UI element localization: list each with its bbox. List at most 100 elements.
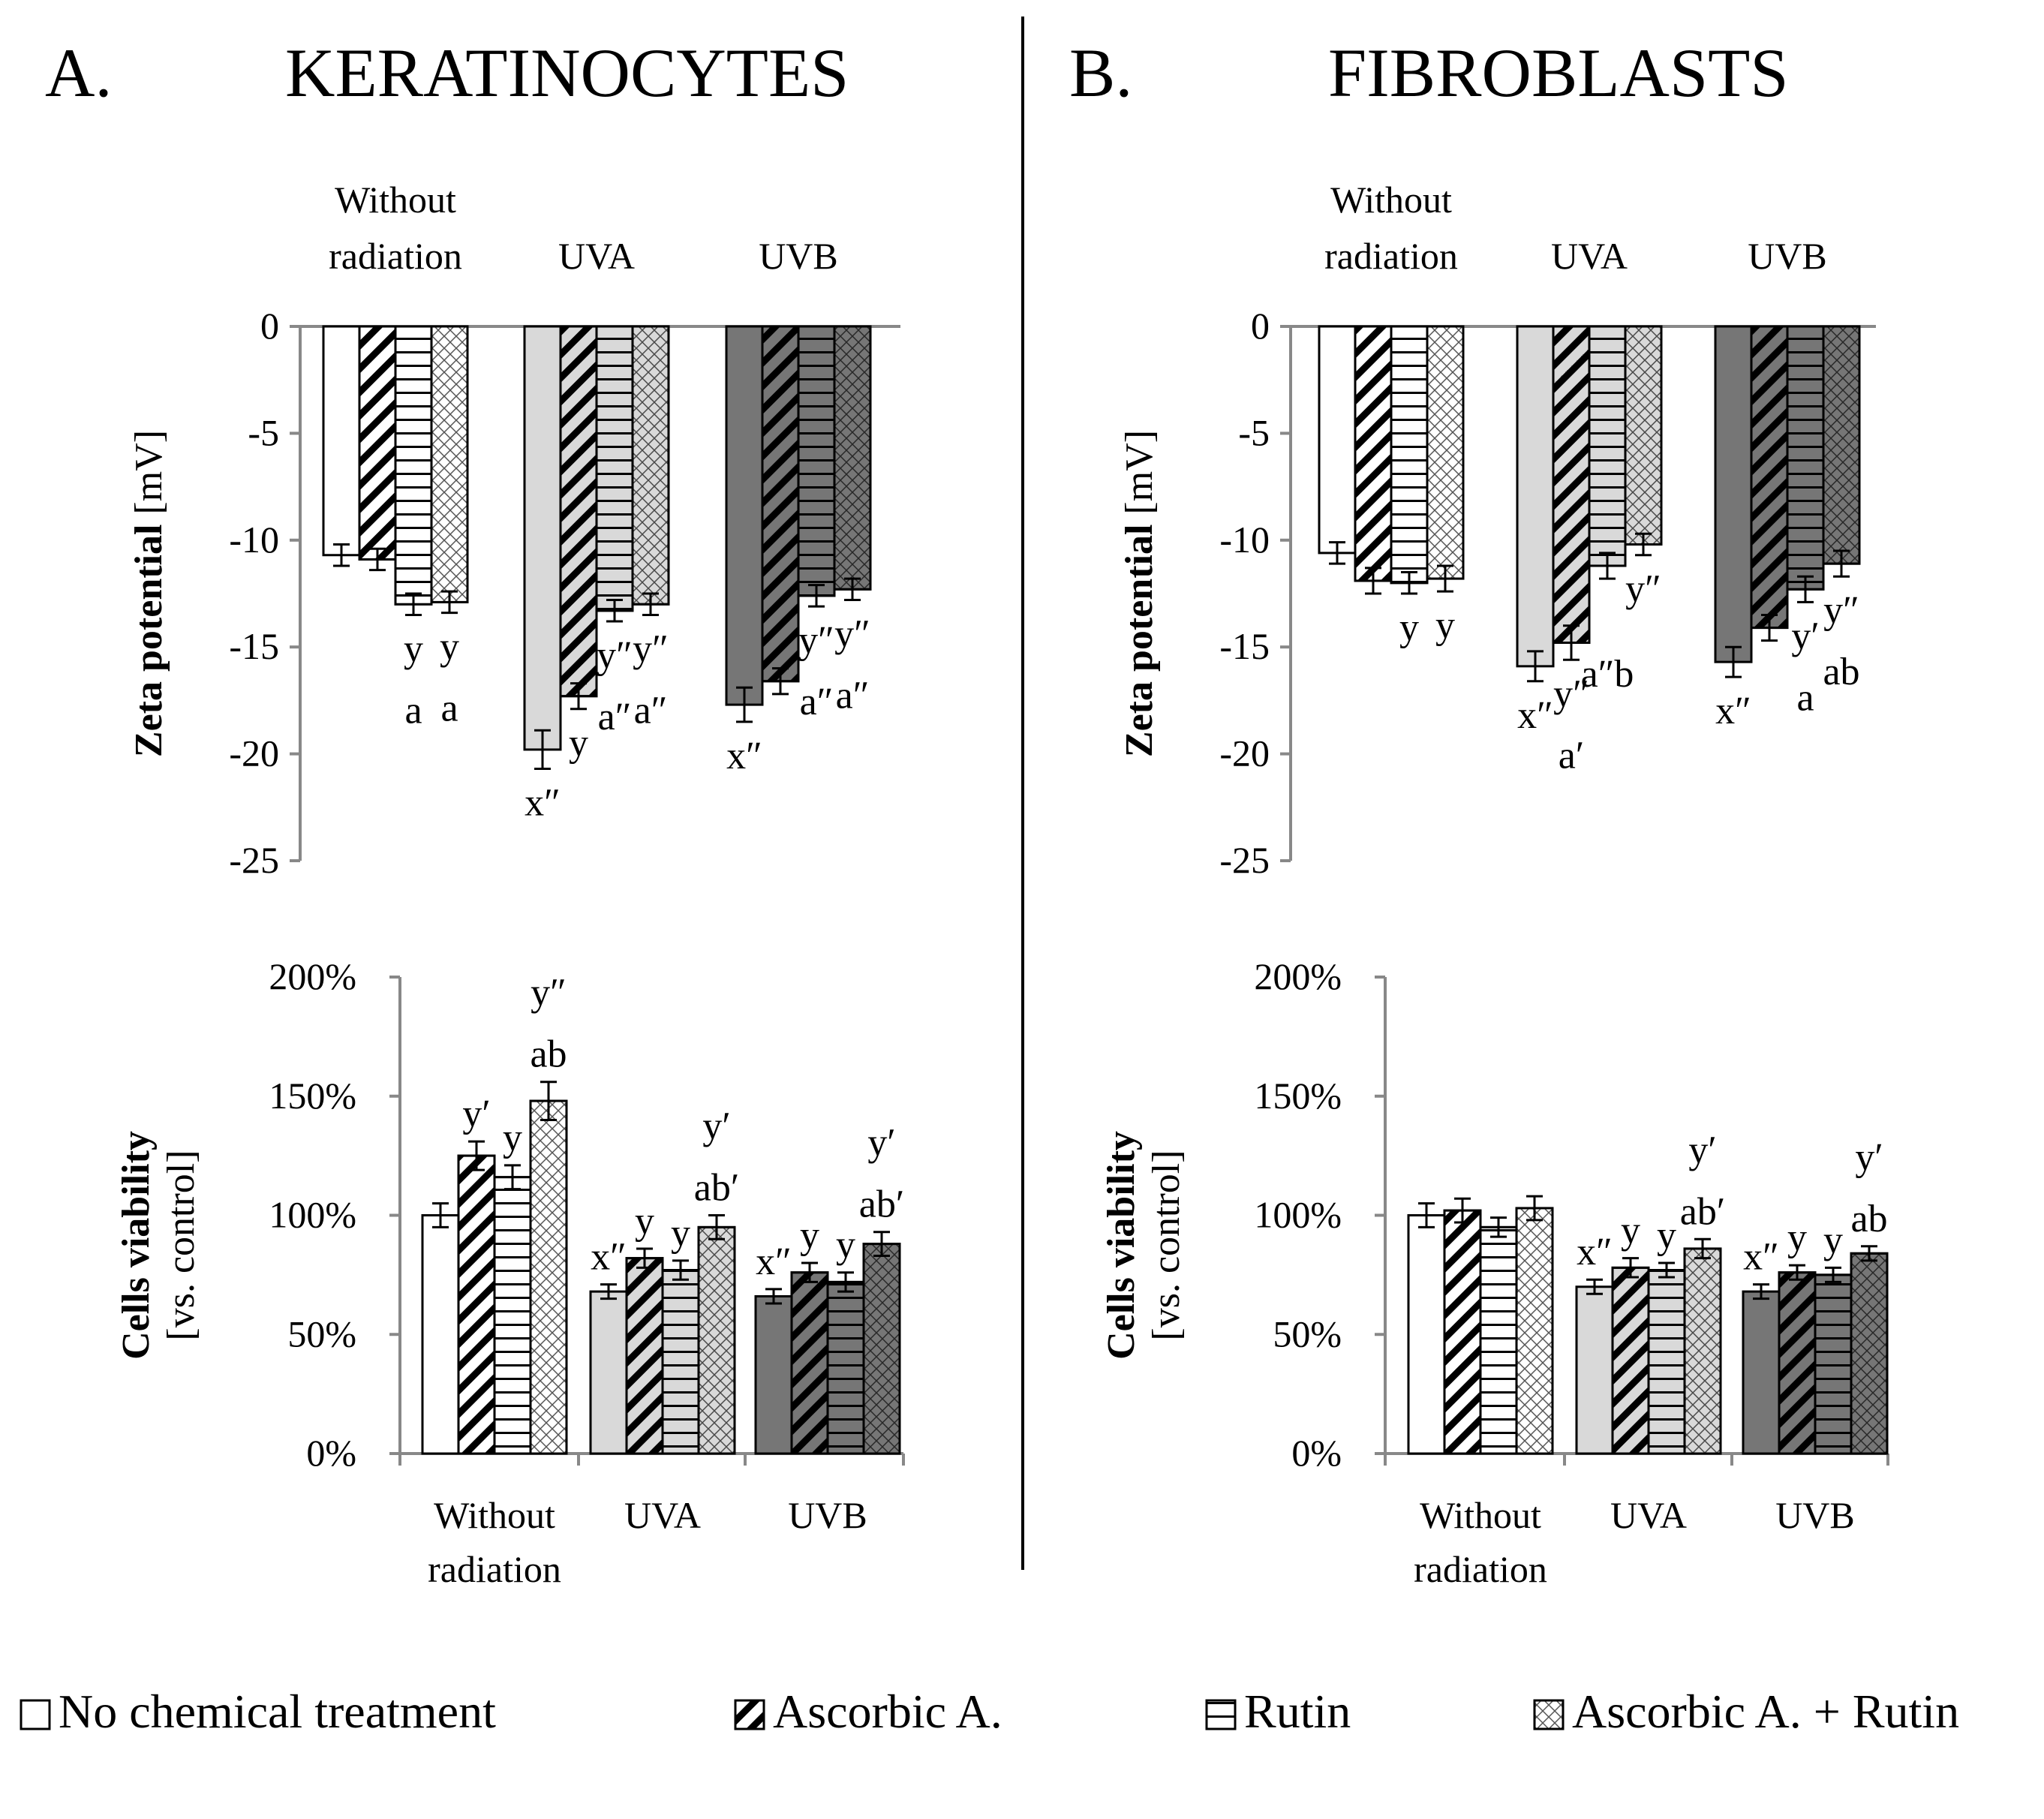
zeta-bar-0-2-pattern bbox=[1390, 325, 1429, 585]
viability-y-tick-label: 0% bbox=[306, 1432, 356, 1474]
zeta-annotation-sub-1-2: a″b bbox=[1581, 653, 1634, 696]
viability-annotation-2-2: y bbox=[1823, 1219, 1843, 1261]
zeta-annotation-0-2: y bbox=[1399, 606, 1419, 649]
viability-bar-1-0 bbox=[589, 1290, 628, 1455]
legend-label: Rutin bbox=[1244, 1685, 1351, 1738]
viability-group-label: UVB bbox=[1775, 1494, 1855, 1536]
viability-y-tick-label: 0% bbox=[1291, 1432, 1342, 1474]
viability-annotation-0-1: y′ bbox=[462, 1093, 490, 1135]
viability-bar-1-3-pattern bbox=[1683, 1247, 1722, 1455]
zeta-bar-2-3-pattern bbox=[833, 325, 872, 591]
zeta-y-tick-label: -20 bbox=[229, 732, 279, 774]
zeta-y-tick-label: -15 bbox=[229, 625, 279, 667]
zeta-bar-0-0 bbox=[1318, 325, 1357, 555]
zeta-group-label: Without bbox=[1330, 179, 1452, 221]
viability-annotation-sub-2-3: ab′ bbox=[859, 1183, 904, 1226]
zeta-group-label: Without bbox=[335, 179, 456, 221]
zeta-bar-2-0 bbox=[1714, 325, 1753, 663]
viability-group-label: radiation bbox=[1414, 1548, 1547, 1590]
viability-group-label: Without bbox=[1420, 1494, 1541, 1536]
viability-annotation-sub-1-3: ab′ bbox=[694, 1167, 739, 1210]
zeta-bar-2-2-pattern bbox=[797, 325, 836, 597]
viability-annotation-1-1: y bbox=[1621, 1210, 1640, 1252]
viability-group-label: UVA bbox=[1610, 1494, 1687, 1536]
viability-group-label: Without bbox=[434, 1494, 555, 1536]
viability-annotation-2-1: y bbox=[1787, 1216, 1807, 1259]
legend-label: Ascorbic A. + Rutin bbox=[1572, 1685, 1959, 1738]
viability-bar-2-3-pattern bbox=[862, 1243, 901, 1455]
viability-annotation-sub-0-3: ab bbox=[530, 1033, 567, 1076]
zeta-bar-0-3-pattern bbox=[430, 325, 469, 603]
zeta-group-label: UVA bbox=[558, 235, 635, 277]
viability-bar-2-3-pattern bbox=[1850, 1252, 1889, 1455]
viability-bar-1-2-pattern bbox=[661, 1269, 700, 1455]
zeta-bar-2-0 bbox=[725, 325, 764, 706]
viability-bar-2-0 bbox=[1742, 1290, 1781, 1455]
viability-annotation-2-1: y bbox=[800, 1214, 819, 1257]
zeta-annotation-sub-0-3: a bbox=[440, 687, 458, 730]
zeta-y-tick-label: -25 bbox=[229, 839, 279, 881]
viability-group-label: UVA bbox=[624, 1494, 701, 1536]
legend-item-none: No chemical treatment bbox=[20, 1685, 496, 1738]
viability-annotation-0-3: y″ bbox=[531, 972, 567, 1015]
zeta-bar-2-2-pattern bbox=[1786, 325, 1825, 591]
zeta-annotation-sub-2-3: ab bbox=[1823, 651, 1859, 693]
zeta-annotation-1-3: y″ bbox=[1625, 568, 1661, 611]
viability-annotation-2-2: y bbox=[836, 1224, 855, 1267]
viability-annotation-1-3: y′ bbox=[1688, 1129, 1716, 1171]
viability-annotation-2-0: x″ bbox=[1743, 1236, 1779, 1279]
zeta-y-tick-label: -5 bbox=[1238, 411, 1270, 453]
zeta-y-tick-label: -15 bbox=[1219, 625, 1270, 667]
zeta-chart-b: 0 -5 -10 -15 -20 -25 Zeta potential [mV] Withou… bbox=[1118, 179, 1876, 881]
zeta-annotation-1-0: x″ bbox=[525, 782, 561, 825]
zeta-group-label: UVB bbox=[1748, 235, 1827, 277]
viability-annotation-1-2: y bbox=[671, 1212, 690, 1255]
panel-b-letter: B. bbox=[1069, 35, 1132, 111]
legend-swatch bbox=[20, 1699, 51, 1730]
viability-bar-2-0 bbox=[754, 1294, 793, 1455]
zeta-annotation-1-0: x″ bbox=[1517, 694, 1553, 737]
viability-y-axis-label: Cells viability bbox=[115, 1131, 158, 1360]
legend-label: No chemical treatment bbox=[59, 1685, 496, 1738]
zeta-annotation-2-3: y″ bbox=[1823, 589, 1859, 632]
zeta-annotation-sub-2-2: a bbox=[1796, 676, 1814, 719]
zeta-annotation-1-1: y bbox=[569, 722, 588, 765]
viability-y-tick-label: 200% bbox=[269, 955, 356, 997]
zeta-group-label: radiation bbox=[329, 235, 462, 277]
zeta-annotation-2-2: y′ bbox=[1791, 615, 1819, 657]
zeta-annotation-1-1: y″ bbox=[1553, 672, 1589, 715]
zeta-annotation-sub-0-2: a bbox=[404, 689, 422, 732]
viability-bar-0-1-pattern bbox=[1443, 1209, 1482, 1455]
legend-label: Ascorbic A. bbox=[773, 1685, 1002, 1738]
zeta-group-label: UVB bbox=[759, 235, 838, 277]
zeta-annotation-0-3: y bbox=[1435, 604, 1455, 647]
panel-b-title: FIBROBLASTS bbox=[1328, 35, 1789, 111]
zeta-annotation-sub-2-2: a″ bbox=[800, 681, 834, 723]
viability-annotation-1-0: x″ bbox=[591, 1236, 627, 1279]
zeta-annotation-sub-1-2: a″ bbox=[598, 696, 632, 738]
viability-annotation-sub-2-3: ab bbox=[1850, 1198, 1887, 1240]
viability-bar-2-1-pattern bbox=[1778, 1271, 1817, 1455]
viability-y-axis-label: Cells viability bbox=[1100, 1131, 1143, 1360]
viability-annotation-2-3: y′ bbox=[1855, 1136, 1883, 1179]
viability-bar-0-2-pattern bbox=[493, 1176, 532, 1455]
viability-bar-0-0 bbox=[421, 1214, 460, 1455]
zeta-bar-0-2-pattern bbox=[394, 325, 433, 606]
viability-annotation-2-3: y′ bbox=[867, 1122, 895, 1165]
zeta-group-label: UVA bbox=[1551, 235, 1628, 277]
viability-bar-1-2-pattern bbox=[1647, 1269, 1686, 1455]
zeta-bar-1-1-pattern bbox=[559, 325, 598, 698]
viability-bar-1-1-pattern bbox=[1611, 1266, 1650, 1455]
zeta-bar-1-1-pattern bbox=[1552, 325, 1591, 645]
zeta-bar-0-1-pattern bbox=[358, 325, 397, 561]
zeta-annotation-1-2: y″ bbox=[597, 634, 633, 677]
viability-annotation-1-1: y bbox=[635, 1200, 654, 1243]
zeta-annotation-2-0: x″ bbox=[726, 735, 762, 777]
viability-bar-1-0 bbox=[1575, 1285, 1614, 1455]
legend: No chemical treatment Ascorbic A. Rutin Asc… bbox=[20, 1685, 1959, 1738]
viability-bar-2-1-pattern bbox=[790, 1271, 829, 1455]
viability-annotation-0-2: y bbox=[503, 1117, 522, 1159]
viability-bar-0-3-pattern bbox=[1515, 1207, 1554, 1455]
zeta-annotation-sub-1-3: a″ bbox=[634, 689, 668, 732]
legend-swatch bbox=[1205, 1699, 1237, 1730]
